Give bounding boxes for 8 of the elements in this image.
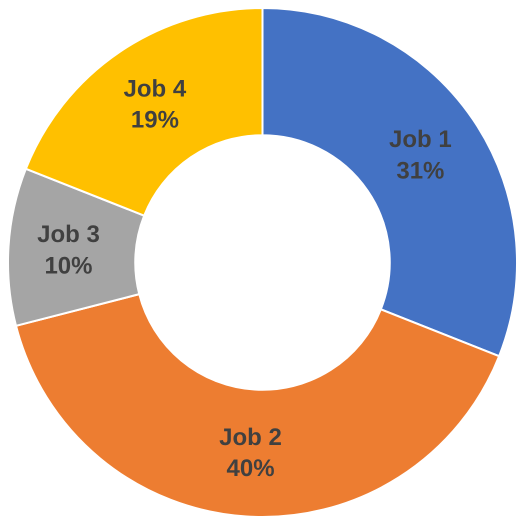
slice-label: Job 3 — [37, 221, 100, 248]
slice-label: Job 1 — [389, 126, 452, 154]
data-label: 40% — [226, 455, 275, 482]
data-label: 10% — [44, 252, 92, 280]
slice-label: Job 2 — [219, 424, 282, 451]
data-label: 31% — [396, 157, 444, 184]
data-label: 19% — [130, 106, 179, 134]
slice-label: Job 4 — [124, 76, 187, 103]
